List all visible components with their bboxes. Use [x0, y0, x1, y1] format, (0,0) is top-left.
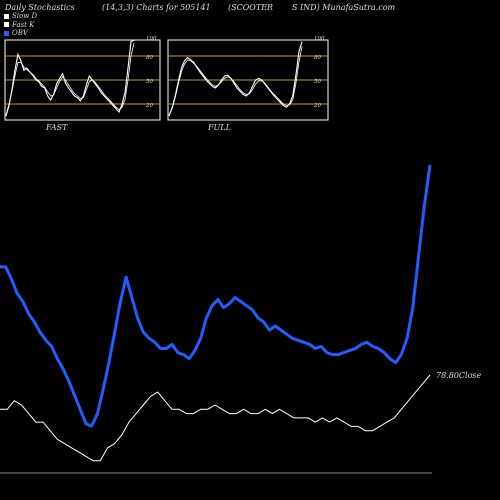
header-params: (14,3,3) Charts for 505141	[102, 3, 211, 12]
legend-label: Slow D	[12, 12, 38, 20]
legend-label: OBV	[12, 29, 28, 37]
header-title: Daily Stochastics	[5, 3, 75, 12]
legend-item-fast-k: Fast K	[4, 21, 37, 30]
price-line	[0, 374, 431, 462]
full-series-line-0	[168, 41, 303, 117]
obv-line	[0, 164, 432, 428]
full-level-label: 100	[314, 36, 325, 42]
full-panel-label: FULL	[207, 123, 231, 132]
fast-level-label: 50	[146, 79, 153, 85]
fast-level-label: 20	[145, 103, 153, 109]
fast-level-label: 80	[146, 55, 153, 61]
legend-item-obv: OBV	[4, 29, 37, 38]
fast-panel-label: FAST	[45, 123, 68, 132]
legend-label: Fast K	[12, 20, 35, 29]
legend: Slow D Fast K OBV	[4, 12, 37, 38]
full-level-label: 20	[313, 103, 321, 109]
price-close-label: 78.80Close	[436, 371, 482, 380]
legend-item-slow-d: Slow D	[4, 12, 37, 21]
header-site: S IND) MunafaSutra.com	[292, 3, 396, 12]
legend-swatch	[4, 22, 9, 28]
fast-level-label: 100	[146, 36, 157, 42]
legend-swatch	[4, 30, 9, 36]
full-level-label: 80	[314, 55, 321, 61]
fast-series-line-0	[5, 39, 135, 117]
header-symbol: (SCOOTER	[228, 3, 274, 12]
full-level-label: 50	[314, 79, 321, 85]
legend-swatch	[4, 13, 9, 19]
full-series-line-1	[168, 46, 303, 116]
fast-series-line-1	[5, 43, 135, 116]
